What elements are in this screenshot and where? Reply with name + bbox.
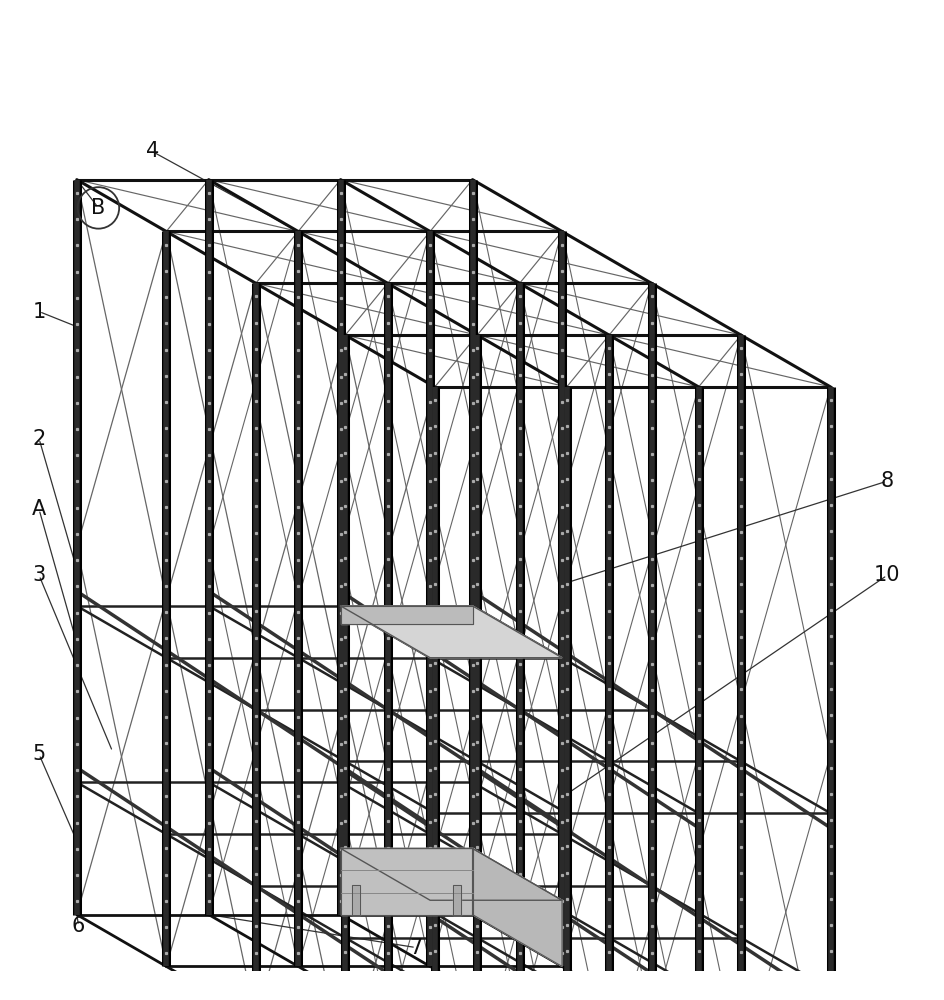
Polygon shape [340, 848, 472, 915]
Text: 1: 1 [32, 302, 45, 322]
Text: B: B [92, 198, 106, 218]
Text: 7: 7 [409, 938, 422, 958]
Text: 6: 6 [72, 916, 85, 936]
Polygon shape [340, 848, 562, 900]
Text: 2: 2 [32, 429, 45, 449]
Polygon shape [340, 606, 562, 658]
Text: 10: 10 [873, 565, 900, 585]
Polygon shape [472, 848, 562, 966]
Text: 3: 3 [32, 565, 45, 585]
Polygon shape [340, 606, 472, 624]
Polygon shape [352, 885, 360, 915]
Polygon shape [452, 885, 460, 915]
Text: 5: 5 [32, 744, 45, 764]
Text: A: A [32, 499, 46, 519]
Text: 8: 8 [880, 471, 893, 491]
Text: 4: 4 [145, 141, 159, 161]
